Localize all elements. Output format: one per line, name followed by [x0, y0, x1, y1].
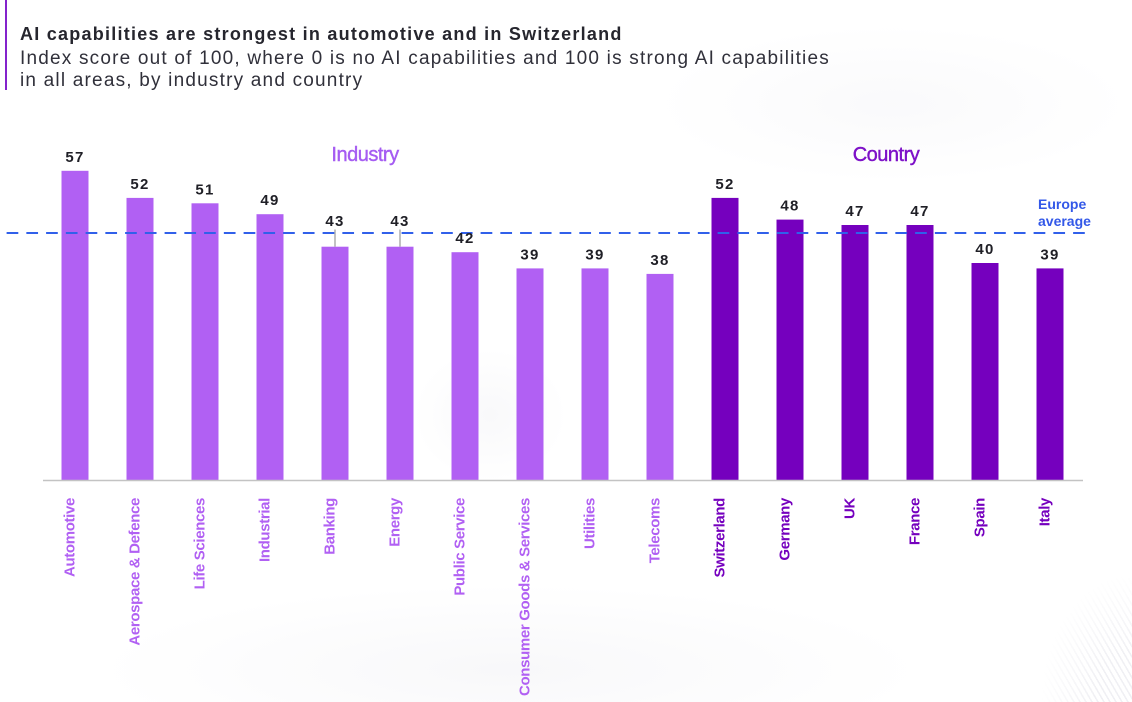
svg-text:40: 40 — [975, 241, 994, 258]
svg-text:Switzerland: Switzerland — [712, 498, 729, 578]
svg-text:52: 52 — [715, 176, 734, 193]
svg-text:48: 48 — [780, 198, 799, 215]
svg-text:39: 39 — [520, 246, 539, 263]
svg-text:Spain: Spain — [972, 498, 989, 537]
svg-text:43: 43 — [325, 213, 344, 230]
svg-text:47: 47 — [845, 203, 864, 220]
svg-text:Country: Country — [853, 144, 920, 166]
svg-text:Industrial: Industrial — [257, 498, 274, 562]
svg-text:Germany: Germany — [777, 497, 794, 561]
svg-text:57: 57 — [65, 149, 84, 166]
svg-text:Italy: Italy — [1037, 497, 1054, 526]
svg-text:Banking: Banking — [322, 498, 339, 555]
svg-text:Energy: Energy — [387, 497, 404, 547]
svg-text:Life Sciences: Life Sciences — [192, 498, 209, 589]
svg-text:39: 39 — [1040, 246, 1059, 263]
svg-text:47: 47 — [910, 203, 929, 220]
svg-text:Automotive: Automotive — [62, 498, 79, 577]
svg-text:52: 52 — [130, 176, 149, 193]
svg-text:49: 49 — [260, 192, 279, 209]
svg-text:UK: UK — [842, 497, 859, 518]
svg-text:France: France — [907, 498, 924, 545]
svg-text:Consumer Goods & Services: Consumer Goods & Services — [517, 498, 534, 696]
svg-text:Utilities: Utilities — [582, 498, 599, 549]
svg-text:Telecoms: Telecoms — [647, 498, 664, 563]
svg-text:51: 51 — [195, 181, 214, 198]
svg-text:38: 38 — [650, 252, 669, 269]
svg-text:42: 42 — [455, 230, 474, 247]
svg-text:Aerospace & Defence: Aerospace & Defence — [127, 498, 144, 646]
svg-text:39: 39 — [585, 246, 604, 263]
svg-text:Industry: Industry — [331, 144, 399, 166]
svg-text:Public Service: Public Service — [452, 498, 469, 596]
svg-text:43: 43 — [390, 213, 409, 230]
